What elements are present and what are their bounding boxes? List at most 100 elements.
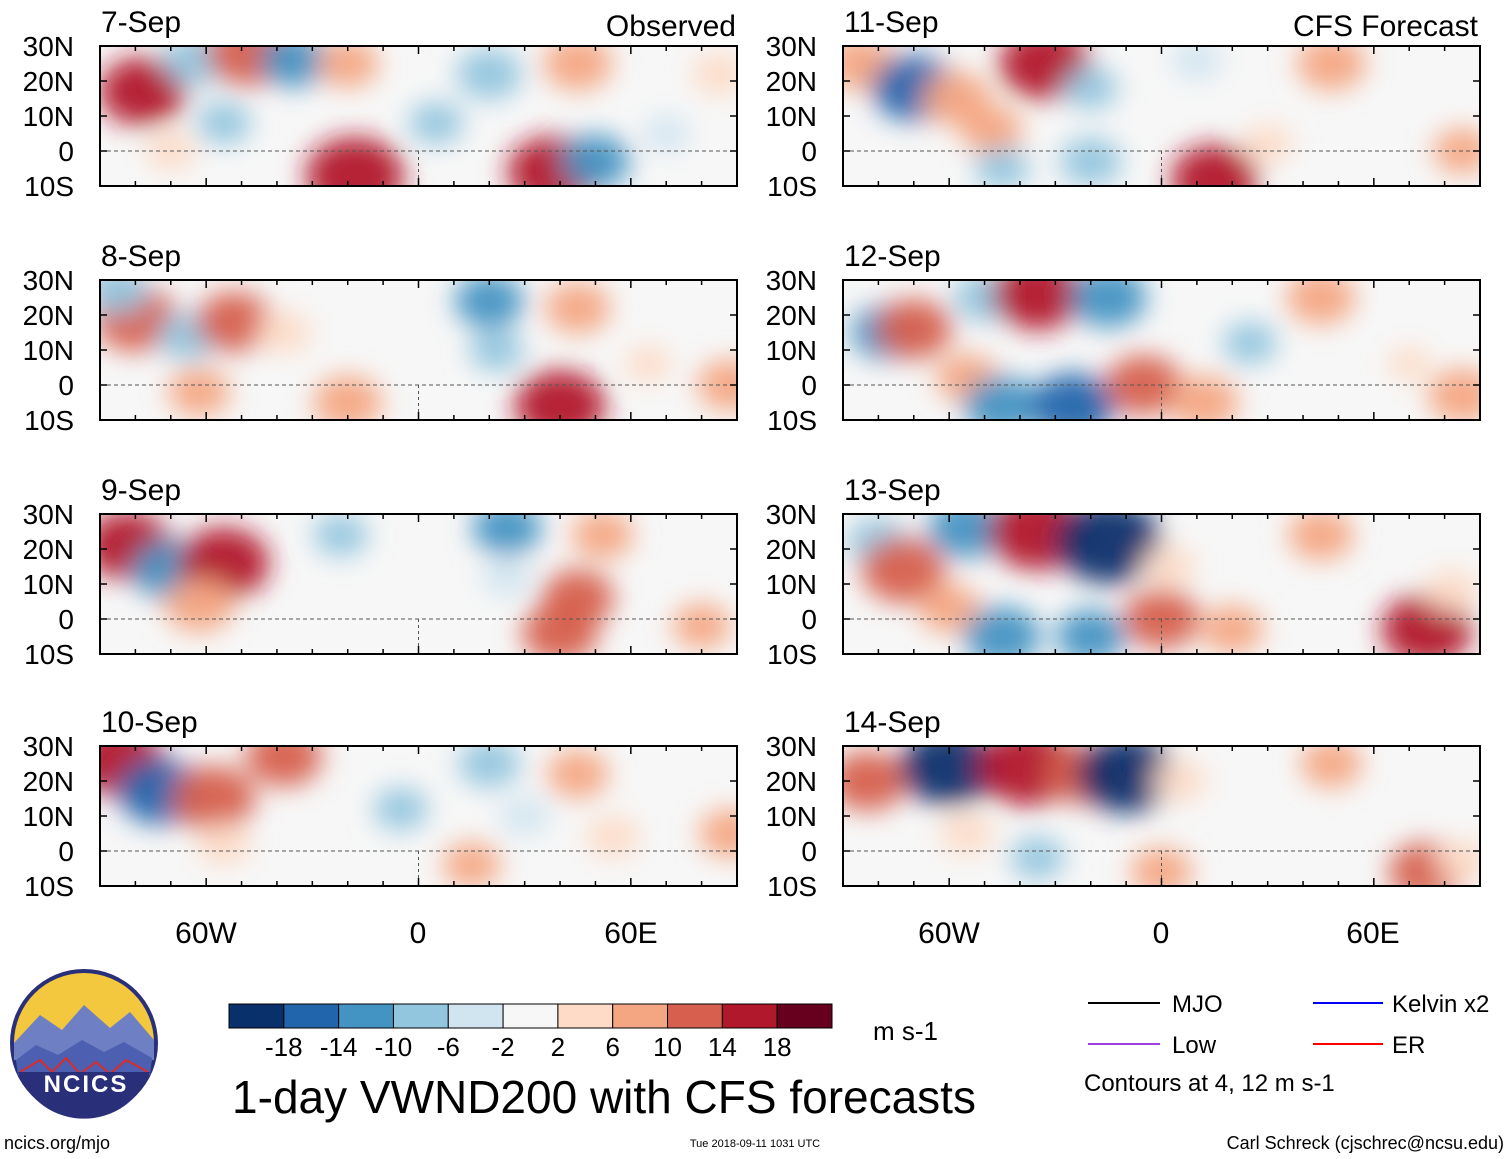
y-tick-label: 0 [58,604,74,635]
anomaly-blob [1300,746,1363,788]
x-axis-left: 60W 0 60E [175,917,658,950]
anomaly-blob [305,136,405,186]
anomaly-blob [1059,137,1122,186]
anomaly-blob [245,746,323,787]
anomaly-blob [699,809,737,858]
y-tick-label: 0 [58,836,74,867]
anomaly-blob [100,280,149,315]
anomaly-blob [672,603,731,649]
y-tick-label: 10S [24,171,74,202]
colorbar-tick-label: -6 [437,1032,460,1062]
anomaly-blob [1288,514,1354,561]
ncics-logo: NCICS [10,969,158,1119]
colorbar-tick-label: -14 [320,1032,358,1062]
legend-label: MJO [1172,991,1223,1018]
anomaly-blob [456,48,522,100]
anomaly-blob [313,514,368,557]
anomaly-blob [1286,280,1356,325]
colorbar-units: m s-1 [873,1016,938,1046]
anomaly-blob [481,557,533,597]
anomaly-blob [697,359,737,411]
anomaly-blob [692,52,737,96]
anomaly-field [100,746,737,886]
anomaly-blob [1010,836,1065,880]
legend-label: Kelvin x2 [1392,991,1489,1018]
anomaly-blob [454,280,524,328]
panel-date: 9-Sep [101,474,181,507]
colorbar-tick-label: 6 [605,1032,619,1062]
colorbar-swatch [502,1003,559,1029]
x-tick-label: 60E [1346,917,1399,950]
anomaly-field [843,46,1480,186]
anomaly-blob [546,749,609,799]
anomaly-blob [1296,46,1366,91]
anomaly-blob [168,367,230,417]
footer-link[interactable]: ncics.org/mjo [4,1133,110,1153]
panel-date: 8-Sep [101,240,181,273]
colorbar-swatch [228,1003,285,1029]
x-tick-label: 60E [604,917,657,950]
anomaly-blob [939,812,995,855]
y-tick-label: 30N [23,731,74,762]
anomaly-blob [458,746,521,788]
anomaly-blob [442,842,501,886]
y-tick-label: 30N [766,265,817,296]
y-tick-label: 10S [24,871,74,902]
anomaly-blob [469,328,524,372]
anomaly-blob [1433,128,1480,174]
anomaly-blob [313,375,383,420]
anomaly-blob [100,57,187,126]
colorbar-swatch [612,1003,669,1029]
y-tick-label: 30N [766,31,817,62]
anomaly-blob [373,787,428,831]
anomaly-blob [521,603,599,654]
legend-item-kelvin: Kelvin x2 [1313,991,1489,1018]
anomaly-blob [1105,355,1182,415]
anomaly-blob [1427,368,1480,420]
anomaly-blob [171,765,256,832]
map-panel-13-Sep: 30N 20N 10N 0 10S 13-Sep [766,474,1481,670]
map-panel-14-Sep: 30N 20N 10N 0 10S 14-Sep [766,706,1481,902]
anomaly-blob [196,822,252,866]
legend-label: ER [1392,1032,1425,1059]
anomaly-blob [260,46,330,87]
colorbar-tick-label: 18 [763,1032,792,1062]
anomaly-blob [960,105,1023,155]
x-tick-label: 60W [175,917,237,950]
x-tick-label: 0 [1153,917,1170,950]
anomaly-blob [571,514,634,560]
legend-item-low: Low [1088,1032,1217,1059]
anomaly-blob [1076,746,1176,813]
y-tick-label: 10S [767,405,817,436]
colorbar-swatch [667,1003,723,1029]
footer-timestamp: Tue 2018-09-11 1031 UTC [690,1138,820,1150]
anomaly-blob [256,311,312,354]
colorbar-tick-label: 14 [708,1032,737,1062]
map-panel-7-Sep: 30N 20N 10N 0 10S 7-Sep [23,6,738,202]
anomaly-blob [1171,46,1223,80]
anomaly-blob [545,282,611,334]
panel-date: 14-Sep [844,706,941,739]
y-tick-label: 0 [801,370,817,401]
y-tick-label: 0 [58,370,74,401]
y-tick-label: 10S [24,405,74,436]
y-tick-label: 10N [23,335,74,366]
colorbar-tick-label: -18 [265,1032,303,1062]
observed-header: Observed [606,10,736,43]
map-panel-9-Sep: 30N 20N 10N 0 10S 9-Sep [23,474,738,670]
x-tick-label: 0 [410,917,427,950]
y-tick-label: 10N [23,801,74,832]
anomaly-blob [1169,375,1239,420]
anomaly-field [843,746,1480,886]
anomaly-blob [196,292,273,352]
logo-text: NCICS [44,1071,129,1098]
map-panel-12-Sep: 30N 20N 10N 0 10S 12-Sep [766,240,1481,436]
anomaly-blob [1056,609,1126,654]
anomaly-blob [843,751,906,811]
colorbar-tick-label: -2 [492,1032,515,1062]
map-panel-10-Sep: 30N 20N 10N 0 10S 10-Sep [23,706,738,902]
colorbar-swatch [392,1003,449,1029]
y-tick-label: 0 [801,136,817,167]
anomaly-blob [196,101,252,145]
map-panel-8-Sep: 30N 20N 10N 0 10S 8-Sep [23,240,738,436]
